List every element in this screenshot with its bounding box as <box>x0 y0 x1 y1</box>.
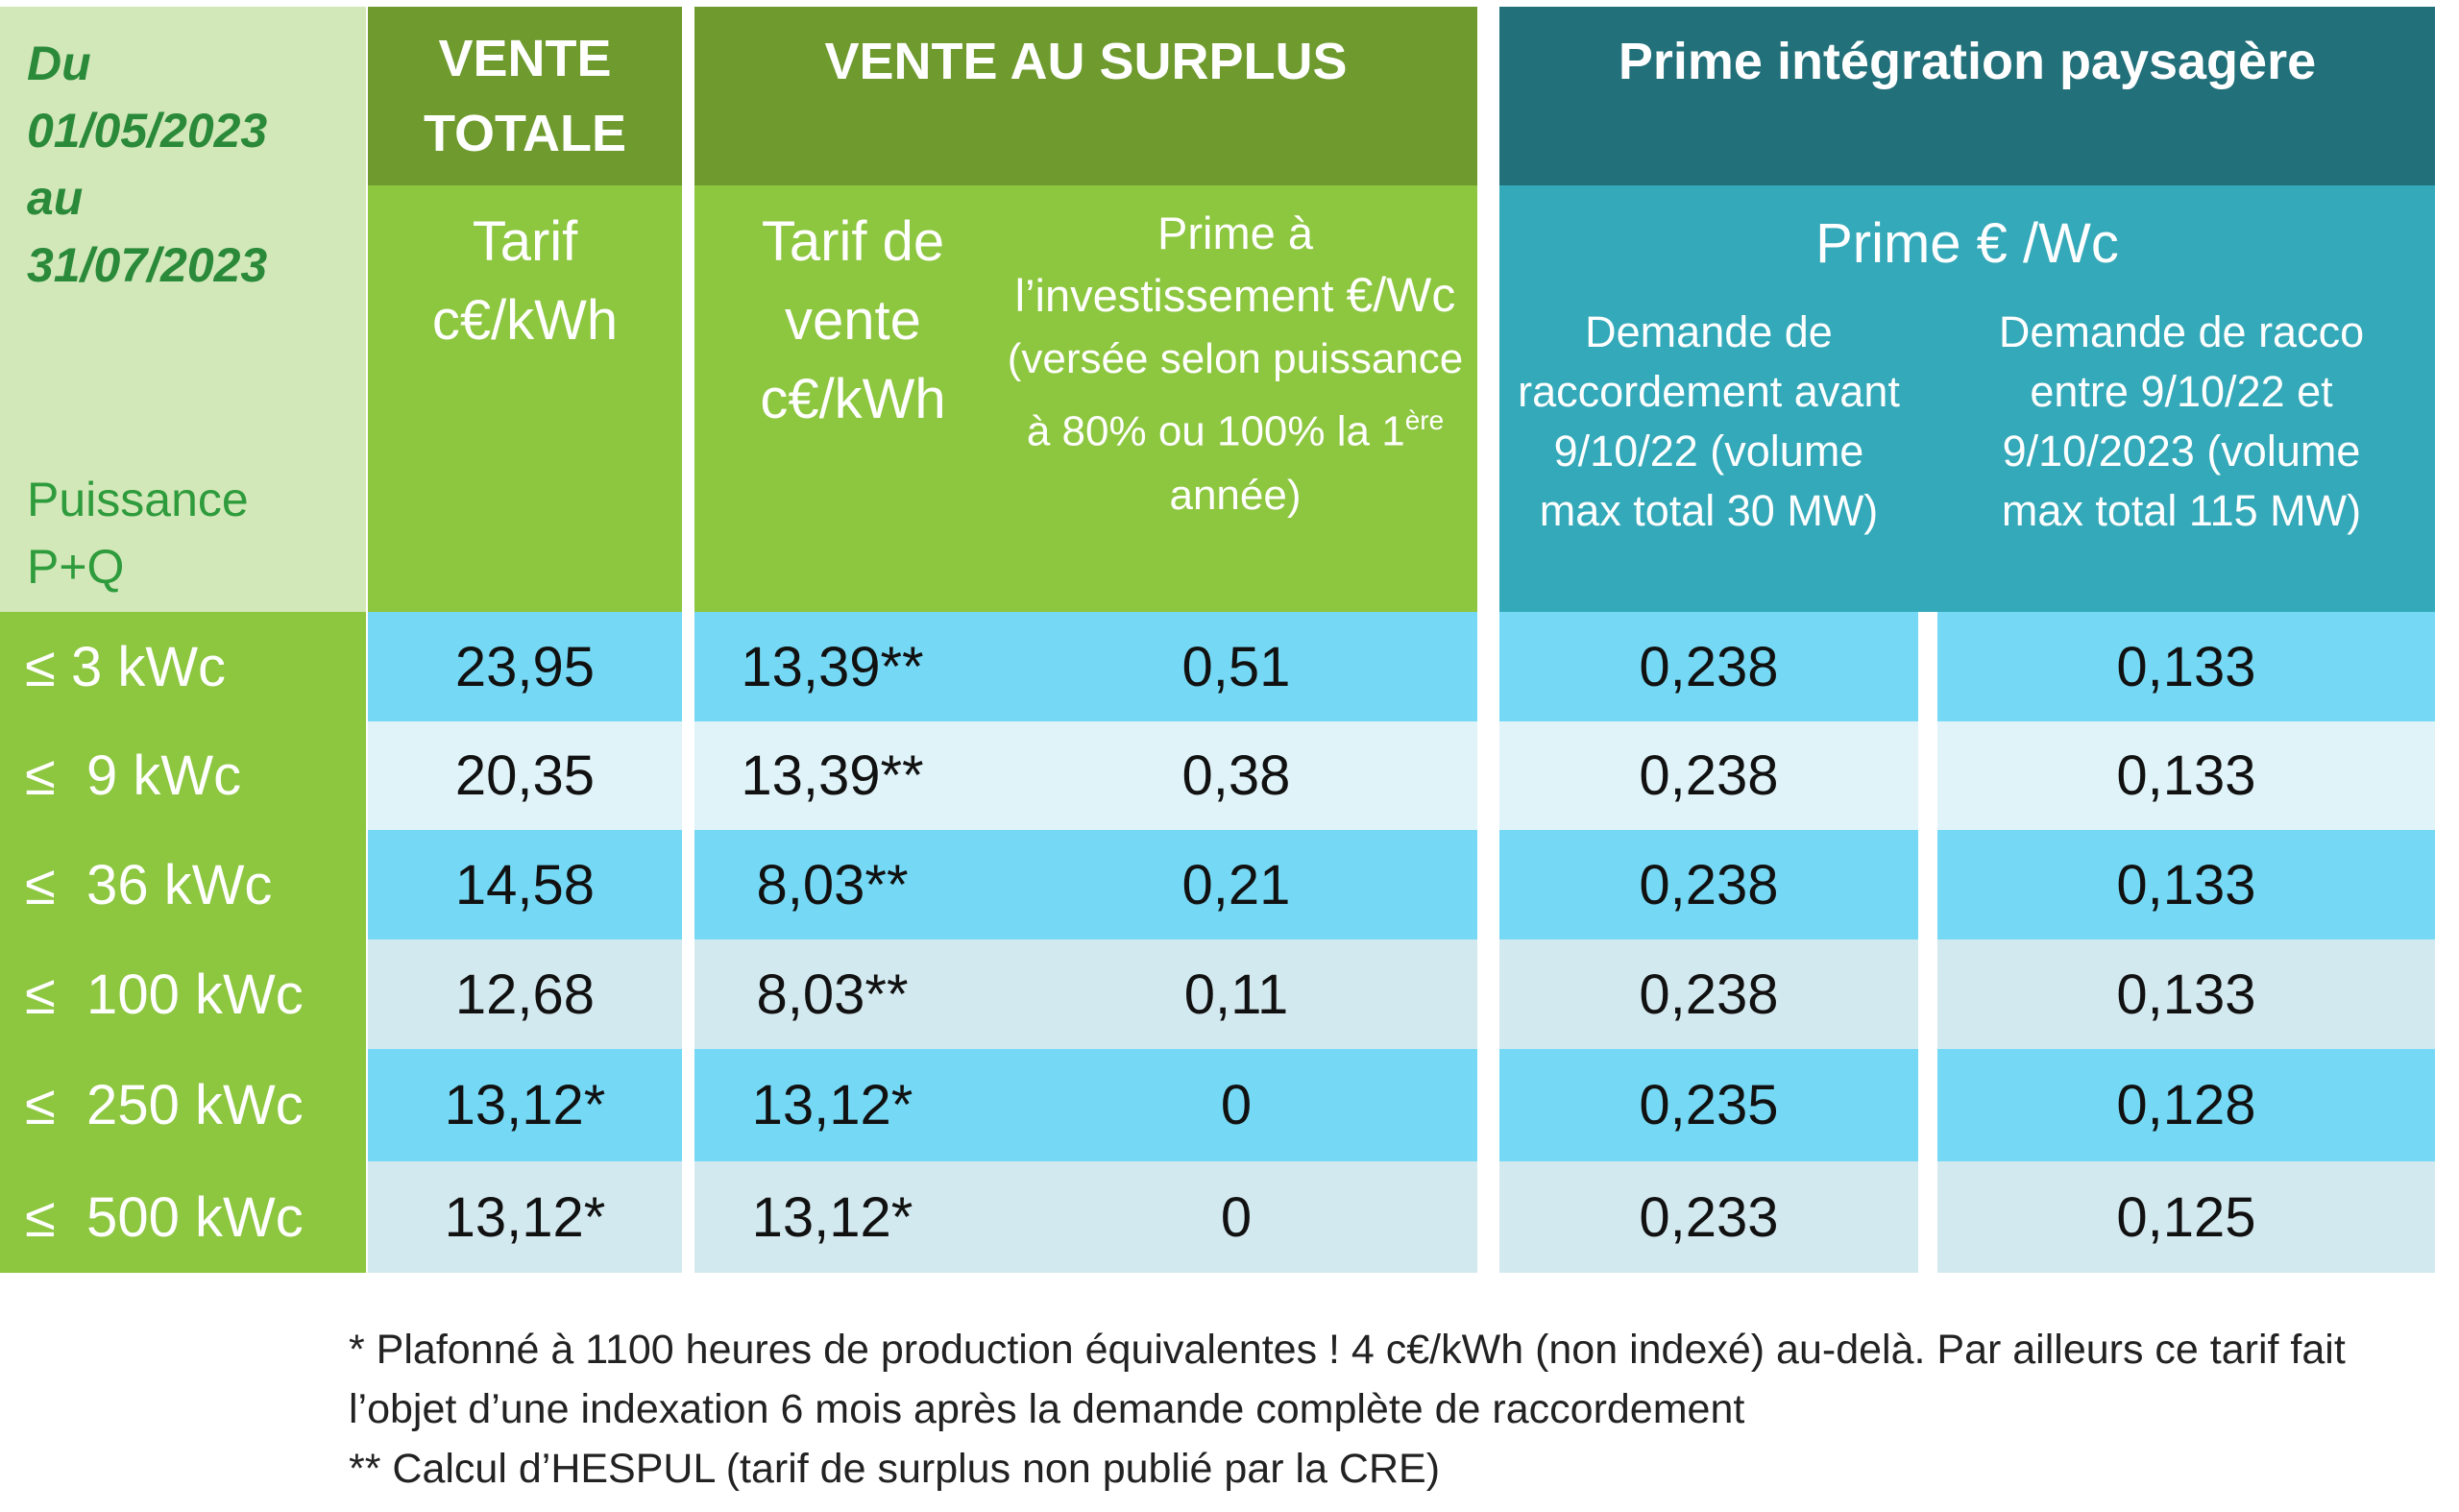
row-header: ≤ 36 kWc <box>0 830 366 939</box>
subheader: Tarif c€/kWh <box>368 185 682 612</box>
group-header: VENTE AU SURPLUS <box>694 7 1477 185</box>
table-cell: 0,133 <box>1937 939 2435 1049</box>
table-cell: 0,235 <box>1499 1049 1918 1161</box>
table-cell: 0,133 <box>1937 612 2435 721</box>
row-header: ≤ 3 kWc <box>0 612 366 721</box>
group-header: VENTE TOTALE <box>368 7 682 185</box>
subheader: Prime € /Wc Demande de raccordement avan… <box>1499 185 2435 612</box>
row-header: ≤ 250 kWc <box>0 1049 366 1161</box>
period: Du 01/05/2023 au 31/07/2023 <box>27 37 268 292</box>
table-cell: 0,125 <box>1937 1161 2435 1273</box>
subheader-label: Tarif de vente c€/kWh <box>760 210 946 430</box>
table-cell: 0,238 <box>1499 830 1918 939</box>
table-cell: 0 <box>995 1049 1477 1161</box>
table-cell: 13,12* <box>368 1049 682 1161</box>
footnotes: * Plafonné à 1100 heures de production é… <box>349 1320 2414 1499</box>
table-cell: 13,39** <box>694 721 995 830</box>
group-label: Prime intégration paysagère <box>1618 33 2317 90</box>
table-cell: 0,133 <box>1937 830 2435 939</box>
table-cell: 0 <box>995 1161 1477 1273</box>
subheader-label: Demande de raccordement avant 9/10/22 (v… <box>1518 307 1900 535</box>
table-cell: 0,238 <box>1499 612 1918 721</box>
group-label: VENTE TOTALE <box>424 30 626 162</box>
table-cell: 13,12* <box>694 1161 995 1273</box>
table-cell: 13,12* <box>368 1161 682 1273</box>
table-cell: 20,35 <box>368 721 682 830</box>
footnote: ** Calcul d’HESPUL (tarif de surplus non… <box>349 1446 1441 1492</box>
table-cell: 13,39** <box>694 612 995 721</box>
table-cell: 0,21 <box>995 830 1477 939</box>
power-label: Puissance P+Q <box>27 473 249 594</box>
subheader-label: Demande de racco entre 9/10/22 et 9/10/2… <box>1998 307 2365 535</box>
table-cell: 0,38 <box>995 721 1477 830</box>
table-cell: 0,238 <box>1499 721 1918 830</box>
prime-invest-unit: €/Wc <box>1346 268 1456 322</box>
subheader-label: Prime € /Wc <box>1815 212 2119 275</box>
prime-invest-sup: ère <box>1404 405 1445 435</box>
table-cell: 23,95 <box>368 612 682 721</box>
row-header: ≤ 9 kWc <box>0 721 366 830</box>
table-cell: 0,133 <box>1937 721 2435 830</box>
table-cell: 0,11 <box>995 939 1477 1049</box>
table-cell: 14,58 <box>368 830 682 939</box>
prime-invest-main: Prime à l’investissement <box>1014 207 1334 321</box>
prime-invest-note-end: année) <box>1169 471 1302 519</box>
subheader-label: Prime à l’investissement €/Wc (versée se… <box>1000 203 1471 526</box>
table-cell: 13,12* <box>694 1049 995 1161</box>
row-header: ≤ 100 kWc <box>0 939 366 1049</box>
subheader-label: Tarif c€/kWh <box>431 210 619 352</box>
corner-cell: Du 01/05/2023 au 31/07/2023 Puissance P+… <box>0 7 366 612</box>
row-header: ≤ 500 kWc <box>0 1161 366 1273</box>
table-cell: 0,128 <box>1937 1049 2435 1161</box>
table-cell: 0,238 <box>1499 939 1918 1049</box>
group-header: Prime intégration paysagère <box>1499 7 2435 185</box>
table-cell: 0,233 <box>1499 1161 1918 1273</box>
prime-invest-note: (versée selon puissance à 80% ou 100% la… <box>1007 335 1464 455</box>
table-cell: 8,03** <box>694 830 995 939</box>
table-cell: 0,51 <box>995 612 1477 721</box>
subheader: Tarif de vente c€/kWh Prime à l’investis… <box>694 185 1477 612</box>
footnote: * Plafonné à 1100 heures de production é… <box>349 1327 2346 1432</box>
table-cell: 8,03** <box>694 939 995 1049</box>
table-cell: 12,68 <box>368 939 682 1049</box>
group-label: VENTE AU SURPLUS <box>824 33 1348 90</box>
